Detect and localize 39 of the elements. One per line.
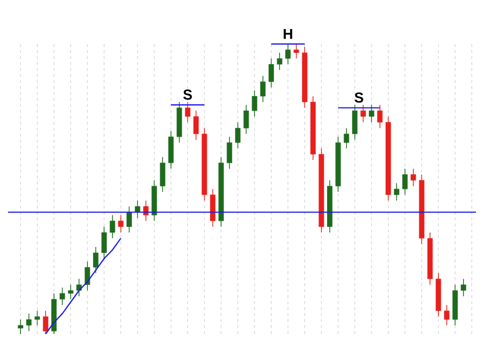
candlestick xyxy=(252,90,258,117)
candlestick xyxy=(410,168,416,186)
candlestick xyxy=(110,214,116,239)
candlestick xyxy=(193,110,199,140)
candlestick xyxy=(42,310,48,334)
candlestick xyxy=(244,104,249,134)
candlestick xyxy=(160,156,166,192)
candlestick xyxy=(134,200,140,218)
candlestick xyxy=(294,44,299,59)
candlestick xyxy=(118,214,124,233)
candlestick xyxy=(126,206,132,233)
candlestick xyxy=(185,102,190,123)
candlestick xyxy=(352,104,358,140)
candlestick xyxy=(235,122,240,149)
candlestick xyxy=(360,104,366,123)
candlestick xyxy=(26,313,32,332)
annotation: S xyxy=(183,90,192,100)
candlestick xyxy=(93,246,98,274)
candlestick xyxy=(377,104,383,128)
candlestick xyxy=(276,52,282,70)
candlestick xyxy=(394,182,400,201)
candlestick xyxy=(226,136,232,170)
candlestick xyxy=(60,287,65,306)
candlestick xyxy=(344,128,350,149)
candlestick xyxy=(260,76,266,102)
text: H xyxy=(284,28,292,39)
annotation: S xyxy=(354,92,364,103)
candlestick xyxy=(84,261,90,291)
candlestick xyxy=(101,226,107,259)
candlestick xyxy=(18,319,24,334)
candlestick xyxy=(68,284,74,300)
candlestick xyxy=(402,168,408,196)
candlestick xyxy=(34,310,40,326)
candlestick xyxy=(460,278,466,297)
candlestick xyxy=(76,278,82,297)
candlestick xyxy=(444,304,450,326)
candlestick xyxy=(285,44,291,65)
candlestick xyxy=(268,58,274,88)
candlestick xyxy=(368,104,374,123)
